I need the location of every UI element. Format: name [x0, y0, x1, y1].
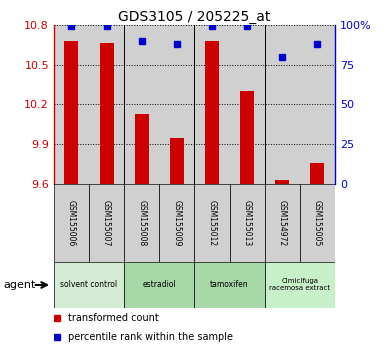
Bar — [89, 25, 124, 184]
Bar — [159, 25, 194, 184]
Bar — [54, 25, 89, 184]
Bar — [159, 184, 194, 262]
Bar — [135, 114, 149, 184]
Bar — [194, 25, 229, 184]
Text: Cimicifuga
racemosa extract: Cimicifuga racemosa extract — [269, 279, 330, 291]
Bar — [240, 91, 254, 184]
Bar — [205, 41, 219, 184]
Bar — [310, 163, 325, 184]
Bar — [275, 180, 289, 184]
Bar — [264, 262, 335, 308]
Text: GSM155005: GSM155005 — [313, 200, 322, 246]
Bar — [124, 25, 159, 184]
Bar — [264, 184, 300, 262]
Bar — [100, 43, 114, 184]
Bar — [64, 41, 79, 184]
Bar — [124, 184, 159, 262]
Text: GSM155009: GSM155009 — [172, 200, 181, 246]
Bar — [54, 184, 89, 262]
Text: GSM154972: GSM154972 — [278, 200, 287, 246]
Bar — [89, 184, 124, 262]
Bar — [300, 184, 335, 262]
Text: percentile rank within the sample: percentile rank within the sample — [68, 332, 233, 342]
Bar — [229, 25, 265, 184]
Text: solvent control: solvent control — [60, 280, 117, 290]
Bar — [194, 184, 229, 262]
Bar — [229, 184, 265, 262]
Text: GSM155012: GSM155012 — [208, 200, 216, 246]
Title: GDS3105 / 205225_at: GDS3105 / 205225_at — [118, 10, 271, 24]
Bar — [300, 25, 335, 184]
Text: GSM155007: GSM155007 — [102, 200, 111, 246]
Text: estradiol: estradiol — [142, 280, 176, 290]
Text: GSM155006: GSM155006 — [67, 200, 76, 246]
Text: GSM155008: GSM155008 — [137, 200, 146, 246]
Text: agent: agent — [4, 280, 36, 290]
Bar — [264, 25, 300, 184]
Bar — [54, 262, 124, 308]
Text: transformed count: transformed count — [68, 313, 159, 323]
Text: tamoxifen: tamoxifen — [210, 280, 249, 290]
Bar — [170, 138, 184, 184]
Bar — [124, 262, 194, 308]
Text: GSM155013: GSM155013 — [243, 200, 252, 246]
Bar — [194, 262, 265, 308]
